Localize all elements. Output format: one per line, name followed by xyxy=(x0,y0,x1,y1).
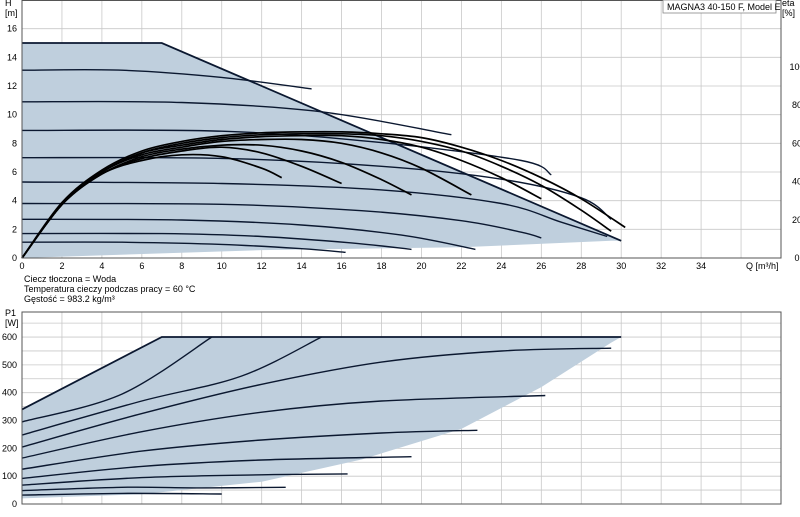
head-x-tick-12: 12 xyxy=(257,261,267,271)
efficiency-curve-6 xyxy=(21,130,626,259)
efficiency-curve-5 xyxy=(21,132,612,259)
power-chart: 0 100 200 300 400 500 600 P1 [W] xyxy=(2,308,782,509)
head-x-tick-24: 24 xyxy=(496,261,506,271)
power-curve-2 xyxy=(21,336,322,436)
model-label: MAGNA3 40-150 F, Model E xyxy=(667,2,781,12)
info-fluid: Ciecz tłoczona = Woda xyxy=(24,274,116,284)
head-y-tick-4: 4 xyxy=(12,196,17,206)
power-curve-6 xyxy=(21,456,412,480)
power-curve-9 xyxy=(21,492,222,496)
head-curves xyxy=(21,42,622,253)
power-operating-envelope xyxy=(22,337,622,499)
head-x-tick-14: 14 xyxy=(297,261,307,271)
eta-axis-label: eta xyxy=(782,0,795,8)
head-y-tick-labels: 0 2 4 6 8 10 12 14 16 xyxy=(7,24,17,263)
head-curve-6 xyxy=(21,202,542,239)
head-axis-unit: [m] xyxy=(5,8,18,18)
head-y-tick-6: 6 xyxy=(12,167,17,177)
power-curve-8 xyxy=(21,486,286,492)
eff-y-tick-40: 40 xyxy=(792,177,800,187)
head-x-tick-26: 26 xyxy=(536,261,546,271)
head-x-tick-28: 28 xyxy=(576,261,586,271)
head-y-tick-14: 14 xyxy=(7,52,17,62)
flow-axis-label: Q [m³/h] xyxy=(746,261,779,271)
head-plot-frame xyxy=(21,0,782,259)
head-curve-8 xyxy=(21,232,412,251)
eff-y-tick-60: 60 xyxy=(792,138,800,148)
info-density: Gęstość = 983.2 kg/m³ xyxy=(24,294,115,304)
head-axis-label: H xyxy=(5,0,12,8)
head-y-tick-16: 16 xyxy=(7,24,17,34)
power-y-tick-200: 200 xyxy=(2,443,17,453)
head-curve-7 xyxy=(21,218,476,251)
eff-y-tick-20: 20 xyxy=(792,215,800,225)
head-operating-envelope xyxy=(22,43,622,258)
head-y-tick-8: 8 xyxy=(12,138,17,148)
head-y-tick-12: 12 xyxy=(7,81,17,91)
power-y-tick-500: 500 xyxy=(2,360,17,370)
head-y-tick-10: 10 xyxy=(7,110,17,120)
power-y-tick-300: 300 xyxy=(2,416,17,426)
head-chart: 0 2 4 6 8 10 12 14 16 18 20 22 24 26 28 30 32 34 02468101… xyxy=(5,0,800,271)
head-x-tick-8: 8 xyxy=(179,261,184,271)
power-curve-7 xyxy=(21,473,348,486)
eta-axis-unit: [%] xyxy=(782,8,795,18)
power-curves xyxy=(21,336,622,496)
head-x-tick-0: 0 xyxy=(19,261,24,271)
power-y-tick-600: 600 xyxy=(2,332,17,342)
efficiency-curves xyxy=(21,130,626,259)
head-x-tick-22: 22 xyxy=(456,261,466,271)
power-axis-label: P1 xyxy=(5,308,16,318)
head-y-tick-2: 2 xyxy=(12,224,17,234)
head-y-tick-0: 0 xyxy=(12,253,17,263)
power-y-tick-labels: 0 100 200 300 400 500 600 xyxy=(2,332,17,509)
head-curve-9 xyxy=(21,241,346,253)
head-x-tick-20: 20 xyxy=(416,261,426,271)
head-curve-2 xyxy=(21,100,452,136)
fluid-info: Ciecz tłoczona = Woda Temperatura cieczy… xyxy=(24,274,196,304)
head-x-tick-labels: 0 2 4 6 8 10 12 14 16 18 20 22 24 26 28 30 32 34 xyxy=(19,261,706,271)
head-x-tick-2: 2 xyxy=(59,261,64,271)
head-x-tick-34: 34 xyxy=(696,261,706,271)
eff-y-tick-80: 80 xyxy=(792,100,800,110)
eff-y-tick-100: 100 xyxy=(789,62,800,72)
power-curve-1 xyxy=(21,336,213,423)
power-y-tick-100: 100 xyxy=(2,471,17,481)
head-curve-3 xyxy=(21,129,552,176)
eff-y-tick-0: 0 xyxy=(794,253,799,263)
head-x-tick-32: 32 xyxy=(656,261,666,271)
head-x-tick-18: 18 xyxy=(377,261,387,271)
power-axis-unit: [W] xyxy=(5,318,19,328)
head-x-tick-4: 4 xyxy=(99,261,104,271)
power-curve-4 xyxy=(21,394,546,459)
head-x-tick-6: 6 xyxy=(139,261,144,271)
power-curve-0 xyxy=(21,336,622,411)
power-y-tick-400: 400 xyxy=(2,388,17,398)
head-x-tick-16: 16 xyxy=(337,261,347,271)
power-plot-frame xyxy=(21,311,782,505)
power-curve-5 xyxy=(21,429,478,470)
power-curve-3 xyxy=(21,347,612,448)
head-x-tick-30: 30 xyxy=(616,261,626,271)
efficiency-tick-labels: 0 20 40 60 80 100 xyxy=(789,62,800,263)
head-x-tick-10: 10 xyxy=(217,261,227,271)
head-curve-5 xyxy=(21,181,608,238)
info-temperature: Temperatura cieczy podczas pracy = 60 °C xyxy=(24,284,196,294)
head-curve-1 xyxy=(21,68,312,90)
power-y-tick-0: 0 xyxy=(12,499,17,509)
model-label-box xyxy=(662,0,777,14)
